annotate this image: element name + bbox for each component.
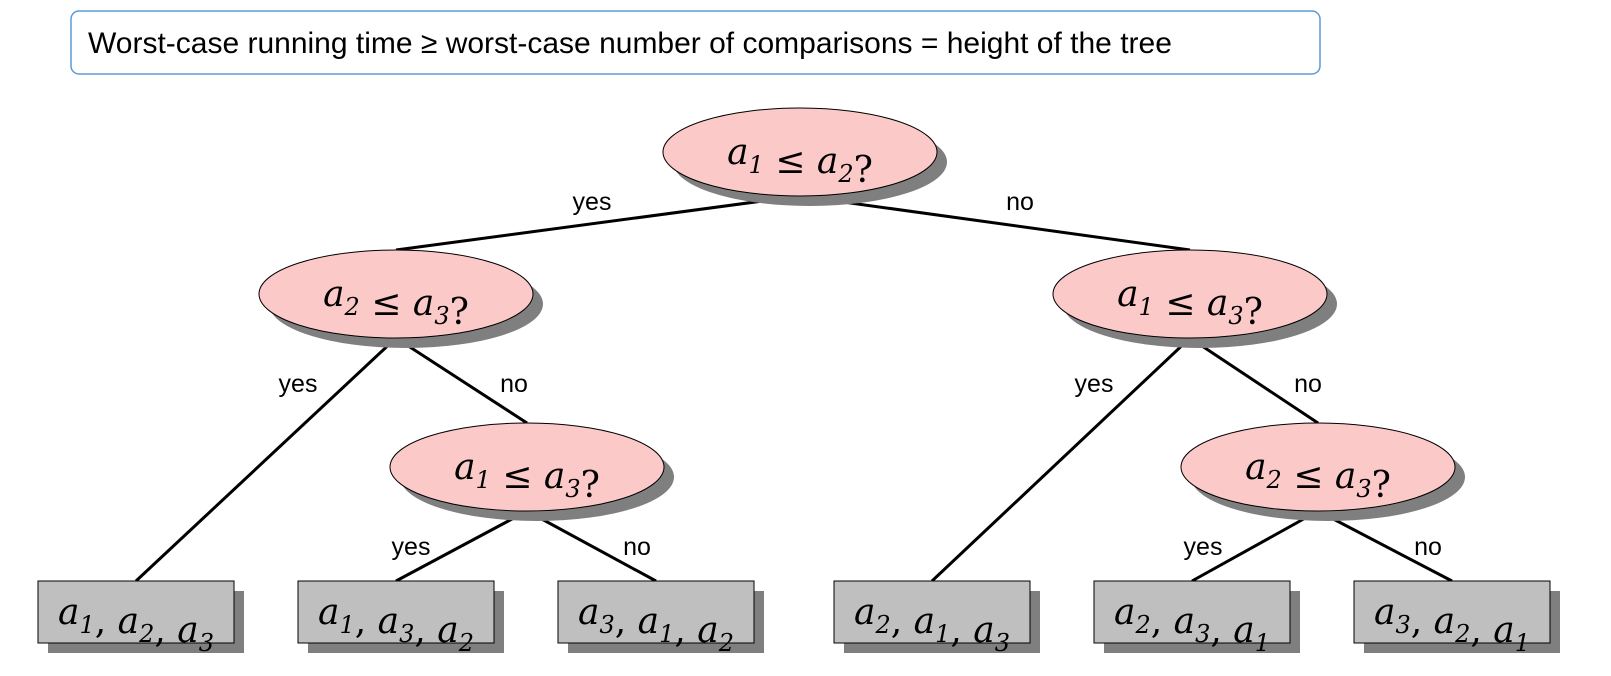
edge-right-inner-leaf5 [1191, 509, 1319, 583]
leaf-box [833, 580, 1031, 644]
edge-label-left-inner-yes: yes [392, 533, 431, 561]
leaf-box [1353, 580, 1551, 644]
leaf-box [37, 580, 235, 644]
comparison-label: a2 ≤ a3? [323, 274, 469, 333]
edge-left-inner [395, 336, 528, 425]
leaf-permutation-1: a1, a2, a3 [37, 580, 244, 657]
comparison-label: a2 ≤ a3? [1245, 447, 1391, 506]
comparison-label: a1 ≤ a3? [454, 447, 600, 506]
edge-left-inner-leaf2 [395, 509, 528, 583]
node-ellipse [1052, 249, 1328, 339]
leaf-permutation-2: a1, a3, a2 [297, 580, 504, 657]
edge-left-leaf1 [134, 336, 398, 583]
comparison-label: a1 ≤ a2? [727, 132, 873, 191]
leaf-permutation-6: a3, a2, a1 [1353, 580, 1560, 657]
comparison-node-left: a2 ≤ a3? [258, 249, 543, 348]
edge-label-root-yes: yes [573, 188, 612, 216]
leaf-box [1093, 580, 1291, 644]
comparison-node-root: a1 ≤ a2? [662, 107, 947, 206]
comparison-node-right: a1 ≤ a3? [1052, 249, 1337, 348]
leaf-label: a2, a1, a3 [854, 592, 1010, 657]
edge-root-right [799, 194, 1191, 252]
leaf-permutation-5: a2, a3, a1 [1093, 580, 1300, 657]
edge-label-left-inner-no: no [623, 533, 651, 561]
leaf-label: a3, a1, a2 [578, 592, 734, 657]
edge-right-inner-leaf6 [1317, 509, 1453, 583]
edge-left-inner-leaf3 [526, 509, 657, 583]
edge-label-right-yes: yes [1075, 370, 1114, 398]
edge-label-right-inner-yes: yes [1184, 533, 1223, 561]
comparison-node-right-inner: a2 ≤ a3? [1180, 422, 1465, 521]
edge-right-inner [1189, 336, 1319, 425]
edge-label-left-no: no [500, 370, 528, 398]
leaf-box [297, 580, 495, 644]
caption-box [70, 10, 1321, 75]
comparison-node-left-inner: a1 ≤ a3? [389, 422, 674, 521]
node-ellipse [258, 249, 534, 339]
leaf-label: a1, a3, a2 [318, 592, 474, 657]
edge-right-leaf4 [930, 336, 1192, 583]
leaf-label: a3, a2, a1 [1374, 592, 1530, 657]
node-ellipse [662, 107, 938, 197]
edge-label-left-yes: yes [279, 370, 318, 398]
caption-text: Worst-case running time ≥ worst-case num… [88, 27, 1172, 60]
edge-label-root-no: no [1006, 188, 1034, 216]
node-ellipse [389, 422, 665, 512]
node-ellipse [1180, 422, 1456, 512]
leaf-box [557, 580, 755, 644]
leaf-permutation-4: a2, a1, a3 [833, 580, 1040, 657]
edge-label-right-no: no [1294, 370, 1322, 398]
leaf-label: a1, a2, a3 [58, 592, 214, 657]
edge-root-left [395, 194, 801, 252]
leaf-label: a2, a3, a1 [1114, 592, 1270, 657]
comparison-label: a1 ≤ a3? [1117, 274, 1263, 333]
edge-label-right-inner-no: no [1414, 533, 1442, 561]
leaf-permutation-3: a3, a1, a2 [557, 580, 764, 657]
